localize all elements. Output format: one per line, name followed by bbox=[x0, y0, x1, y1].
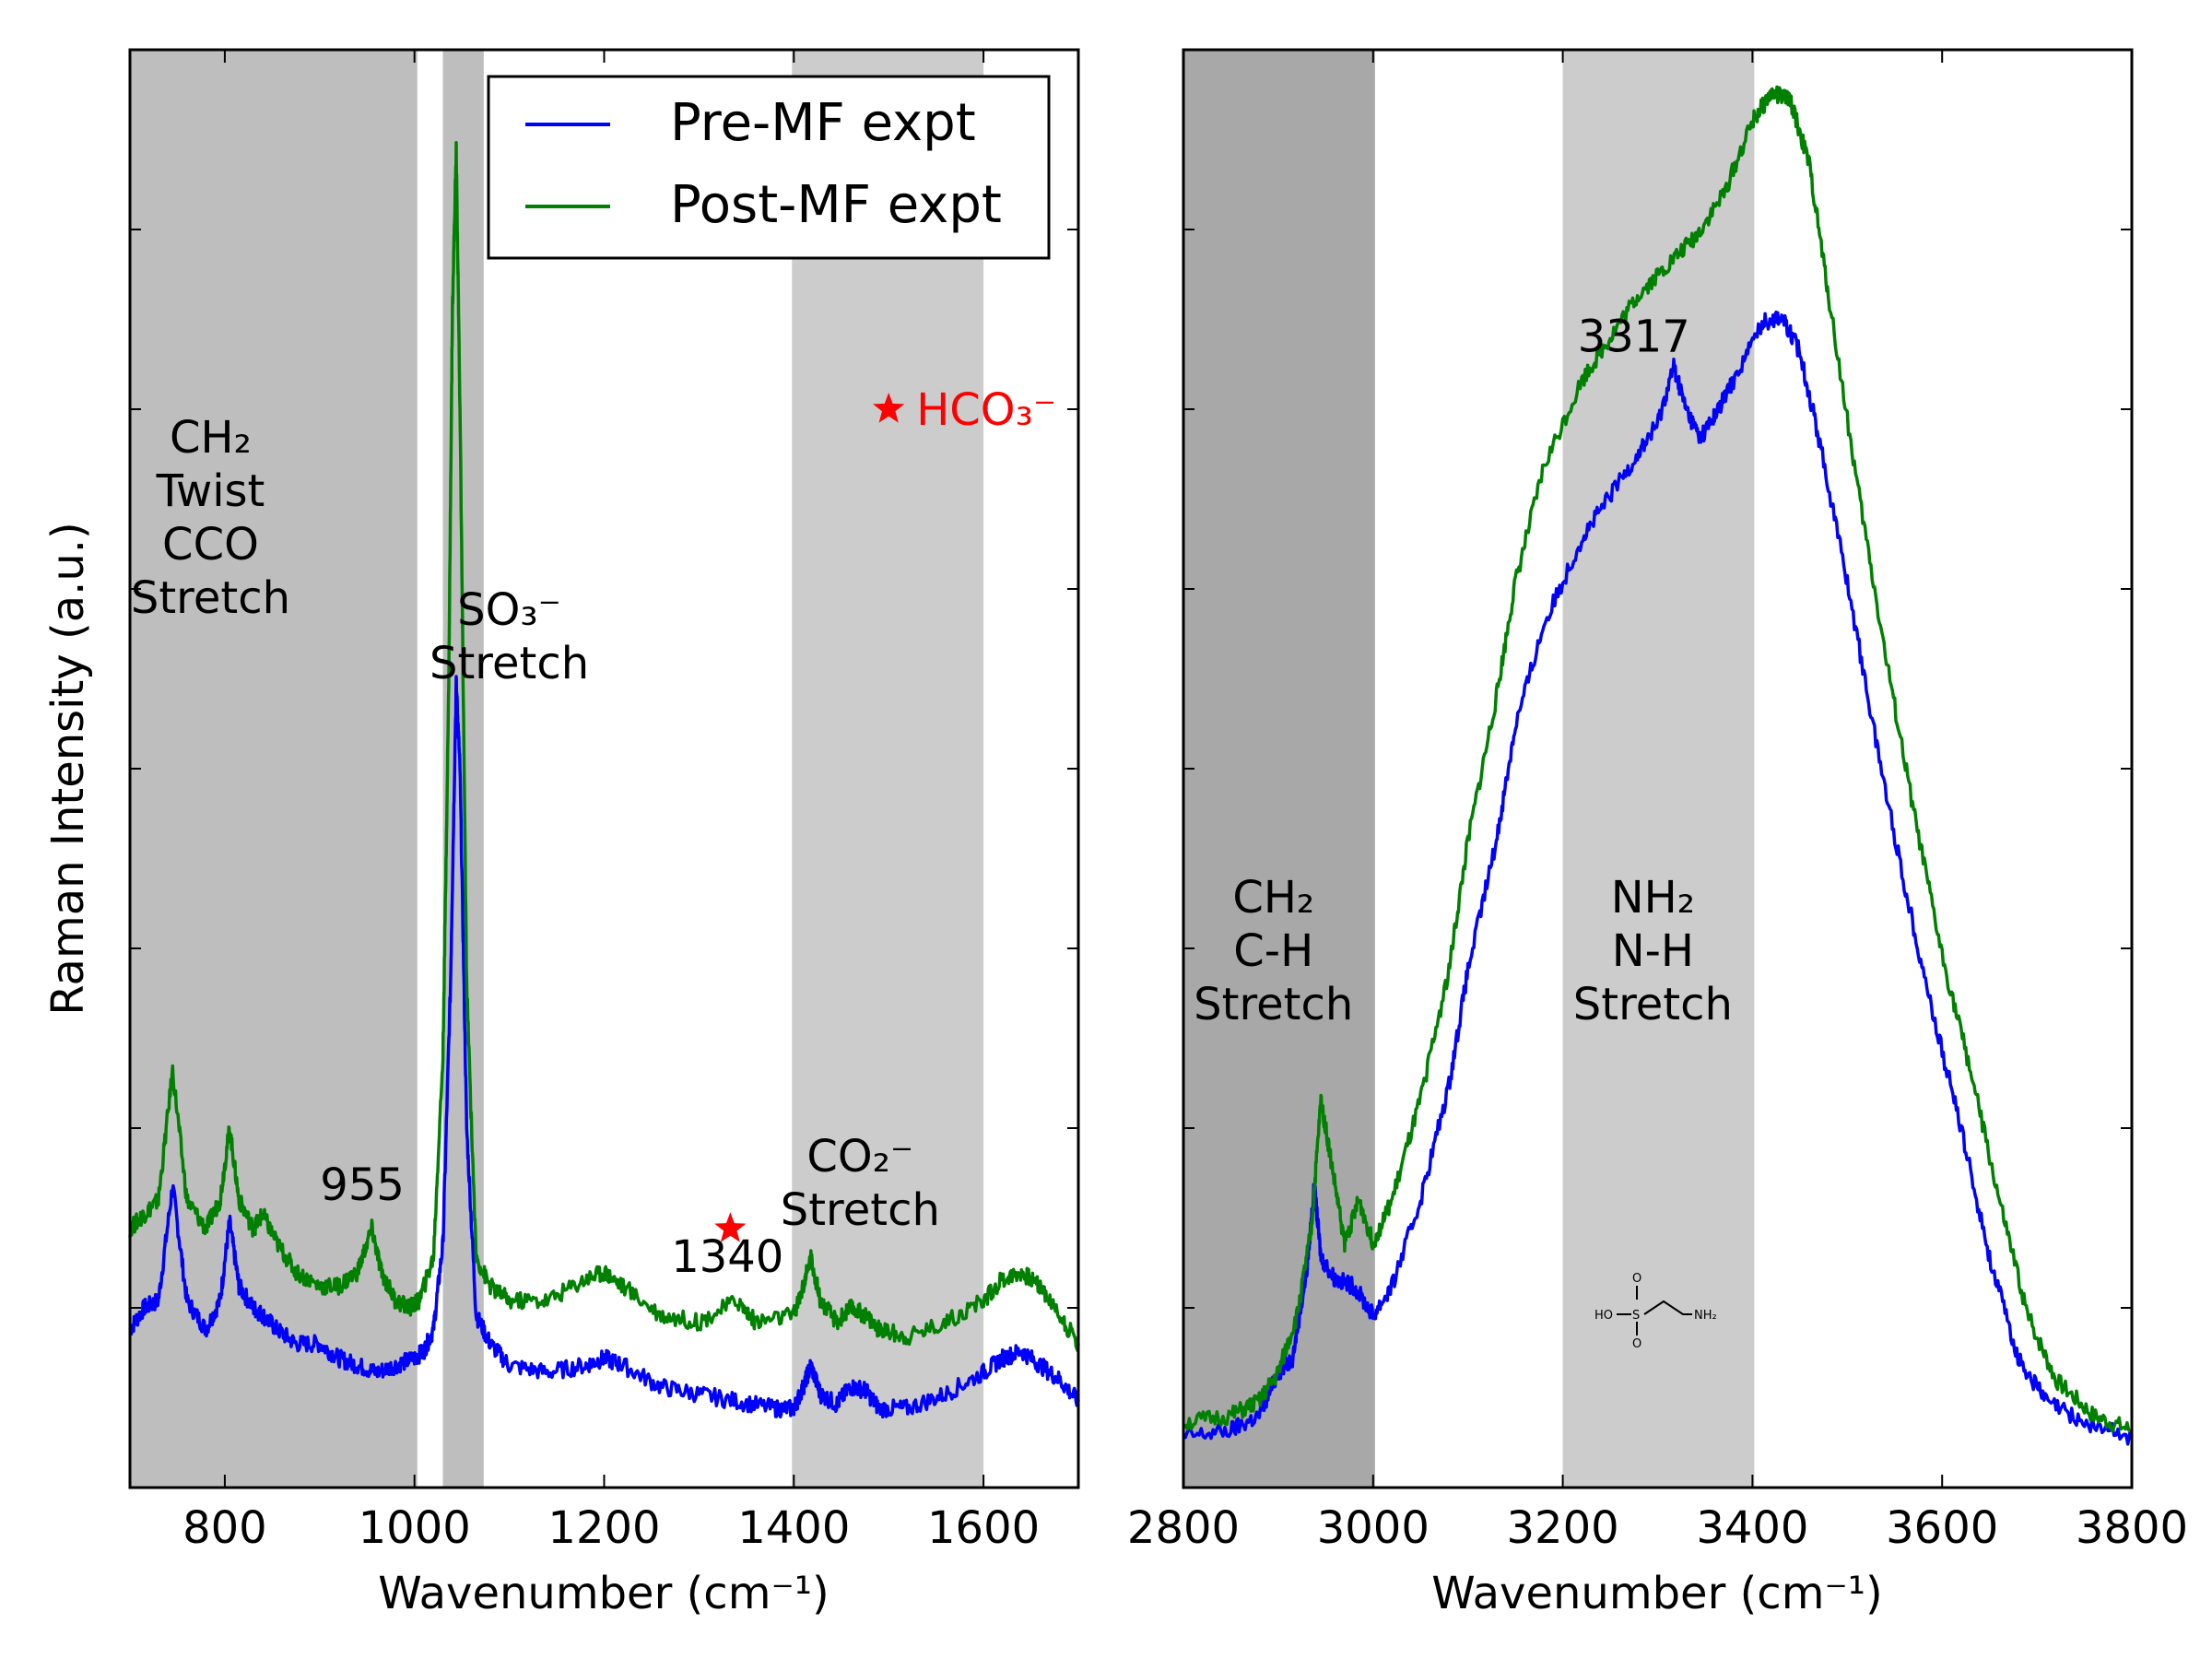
star-marker-0 bbox=[714, 1212, 747, 1242]
left-annotation-3: 1340 bbox=[671, 1231, 783, 1283]
right-lines bbox=[1182, 85, 2134, 1446]
left-y-ticks bbox=[130, 229, 1078, 1309]
left-xtick-label: 800 bbox=[182, 1502, 267, 1554]
right-x-axis-label: Wavenumber (cm⁻¹) bbox=[1431, 1568, 1883, 1619]
y-axis-label: Raman Intensity (a.u.) bbox=[42, 522, 94, 1016]
left-band-2 bbox=[792, 50, 984, 1488]
legend-label-pre: Pre-MF expt bbox=[670, 93, 976, 153]
right-xtick-label: 3200 bbox=[1507, 1502, 1619, 1554]
legend-label-post: Post-MF expt bbox=[670, 175, 1002, 235]
right-annotations: CH₂ C-H Stretch NH₂ N-H Stretch 3317 bbox=[1194, 312, 1733, 1030]
right-band-0 bbox=[1183, 50, 1375, 1488]
left-xtick-label: 1000 bbox=[359, 1502, 471, 1554]
left-xtick-label: 1400 bbox=[737, 1502, 850, 1554]
structure-label-nh2: NH₂ bbox=[1694, 1309, 1717, 1323]
right-xtick-label: 2800 bbox=[1127, 1502, 1240, 1554]
left-annotation-2: 955 bbox=[320, 1159, 405, 1211]
right-band-1 bbox=[1562, 50, 1755, 1488]
left-x-axis-label: Wavenumber (cm⁻¹) bbox=[378, 1568, 830, 1619]
left-xtick-label: 1600 bbox=[927, 1502, 1040, 1554]
right-panel: CH₂ C-H Stretch NH₂ N-H Stretch 3317 2800 3000 3… bbox=[1127, 48, 2188, 1619]
right-annotation-0: CH₂ C-H Stretch bbox=[1194, 872, 1353, 1030]
right-annotation-1: NH₂ N-H Stretch bbox=[1573, 872, 1733, 1030]
star-marker-1 bbox=[873, 393, 905, 423]
right-xtick-label: 3000 bbox=[1317, 1502, 1430, 1554]
left-panel: CH₂ Twist CCO Stretch SO₃⁻ Stretch 955 1340CO₂⁻… bbox=[42, 48, 1080, 1619]
left-annotation-4: CO₂⁻ Stretch bbox=[781, 1131, 940, 1236]
structure-label-ho: HO bbox=[1594, 1309, 1613, 1323]
left-x-ticks: 800 1000 1200 1400 1600 bbox=[182, 50, 1040, 1554]
star-label-1: HCO₃⁻ bbox=[916, 384, 1056, 436]
left-xtick-label: 1200 bbox=[547, 1502, 660, 1554]
legend-box bbox=[487, 75, 1051, 260]
left-series-pre bbox=[128, 675, 1080, 1419]
left-annotations: CH₂ Twist CCO Stretch SO₃⁻ Stretch 955 1340CO₂⁻… bbox=[131, 412, 940, 1283]
left-annotation-0: CH₂ Twist CCO Stretch bbox=[131, 412, 290, 624]
taurine-structure-labels: HO S O O NH₂ bbox=[1594, 1272, 1717, 1351]
structure-label-o-top: O bbox=[1632, 1272, 1641, 1286]
right-y-ticks bbox=[1183, 229, 2132, 1309]
left-lines bbox=[128, 141, 1080, 1419]
legend: Pre-MF expt Post-MF expt bbox=[487, 75, 1051, 260]
structure-chain bbox=[1643, 1300, 1692, 1315]
structure-label-s: S bbox=[1632, 1309, 1640, 1323]
right-bands bbox=[1183, 50, 1755, 1488]
left-annotation-1: SO₃⁻ Stretch bbox=[429, 584, 589, 689]
right-series-pre bbox=[1182, 310, 2134, 1446]
right-series-post bbox=[1182, 85, 2133, 1433]
taurine-structure bbox=[1617, 1286, 1692, 1335]
left-series-post bbox=[128, 141, 1080, 1353]
right-xtick-label: 3400 bbox=[1696, 1502, 1808, 1554]
structure-label-o-bottom: O bbox=[1632, 1337, 1641, 1351]
left-bands bbox=[130, 50, 984, 1488]
left-band-0 bbox=[130, 50, 418, 1488]
right-xtick-label: 3800 bbox=[2076, 1502, 2188, 1554]
right-x-ticks: 2800 3000 3200 3400 3600 3800 bbox=[1127, 50, 2188, 1554]
left-stars: HCO₃⁻ bbox=[714, 384, 1056, 1242]
right-xtick-label: 3600 bbox=[1886, 1502, 1998, 1554]
right-annotation-2: 3317 bbox=[1578, 312, 1690, 363]
